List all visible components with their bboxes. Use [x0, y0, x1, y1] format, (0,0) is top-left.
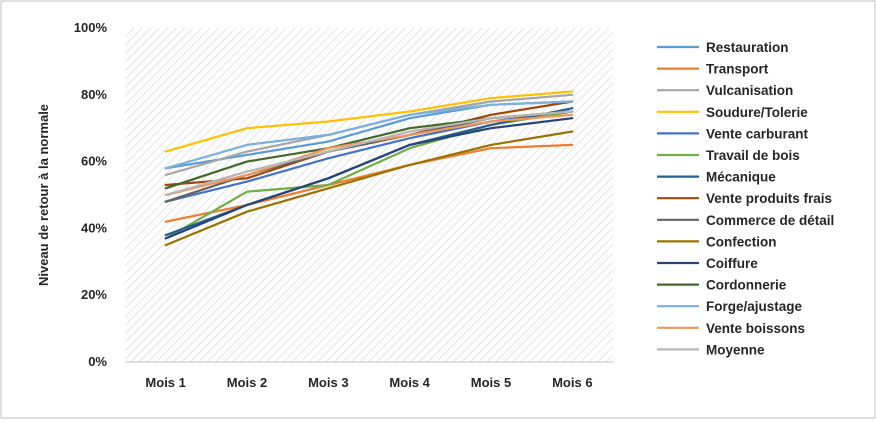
- plot-area: [125, 28, 613, 362]
- series-line: [164, 110, 574, 197]
- y-tick-label: 60%: [81, 154, 107, 169]
- legend-label: Moyenne: [706, 342, 765, 357]
- legend-label: Cordonnerie: [706, 278, 787, 293]
- y-tick-label: 0%: [88, 354, 107, 369]
- legend-label: Mécanique: [706, 170, 776, 185]
- legend: Restauration Transport Vulcanisation Soudur…: [657, 40, 834, 357]
- x-tick-label: Mois 2: [227, 375, 267, 390]
- legend-label: Travail de bois: [706, 148, 800, 163]
- series-layer: [164, 90, 574, 247]
- x-tick-label: Mois 5: [471, 375, 511, 390]
- series-line: [164, 90, 574, 153]
- legend-label: Forge/ajustage: [706, 299, 803, 314]
- y-axis-ticks: 0% 20% 40% 60% 80% 100%: [74, 20, 108, 369]
- series-line: [164, 130, 574, 247]
- legend-label: Coiffure: [706, 256, 758, 271]
- y-tick-label: 40%: [81, 220, 107, 235]
- y-axis-title: Niveau de retour à la normale: [36, 104, 51, 286]
- legend-label: Vulcanisation: [706, 83, 793, 98]
- x-tick-label: Mois 3: [308, 375, 348, 390]
- legend-label: Vente produits frais: [706, 191, 832, 206]
- series-line: [164, 100, 574, 170]
- x-axis-ticks: Mois 1 Mois 2 Mois 3 Mois 4 Mois 5 Mois 6: [145, 375, 592, 390]
- y-tick-label: 20%: [81, 287, 107, 302]
- legend-label: Commerce de détail: [706, 213, 834, 228]
- legend-label: Transport: [706, 62, 769, 77]
- legend-label: Vente boissons: [706, 321, 805, 336]
- series-line: [164, 117, 574, 240]
- x-tick-label: Mois 6: [552, 375, 592, 390]
- y-tick-label: 100%: [74, 20, 108, 35]
- x-tick-label: Mois 1: [145, 375, 185, 390]
- legend-label: Confection: [706, 234, 777, 249]
- legend-label: Restauration: [706, 40, 789, 55]
- x-tick-label: Mois 4: [389, 375, 430, 390]
- legend-label: Vente carburant: [706, 126, 809, 141]
- series-line: [164, 143, 574, 223]
- legend-label: Soudure/Tolerie: [706, 105, 808, 120]
- y-tick-label: 80%: [81, 87, 107, 102]
